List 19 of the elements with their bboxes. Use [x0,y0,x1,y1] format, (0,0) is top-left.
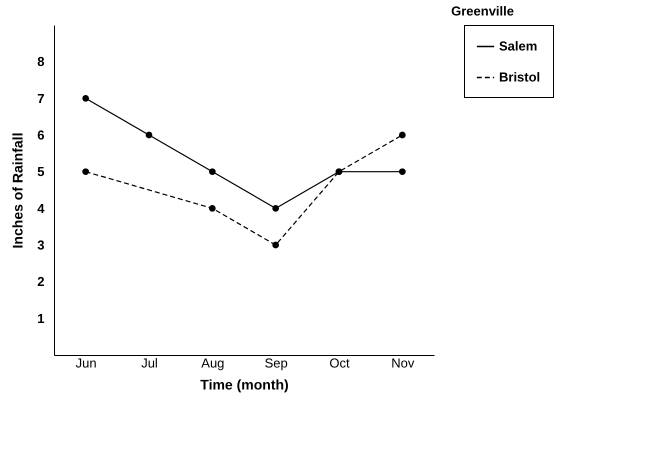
x-tick-label: Jun [76,356,97,370]
x-tick-label: Nov [391,356,415,370]
y-tick-label: 2 [37,274,44,290]
y-tick-label: 3 [37,238,44,252]
y-tick-label: 6 [37,128,44,142]
x-tick-label: Aug [201,356,224,370]
x-tick-label: Sep [264,356,288,370]
y-tick-label: 1 [37,310,44,326]
y-tick-label: 7 [37,90,44,106]
y-tick-label: 4 [37,200,46,216]
legend-label: Bristol [499,70,540,84]
x-axis-title: Time (month) [200,376,289,392]
text: Greenville [451,4,514,18]
y-axis-title: Inches of Rainfall [9,132,26,248]
y-tick-label: 8 [37,54,44,70]
x-tick-label: Jul [141,356,158,370]
x-tick-label: Oct [329,356,350,370]
y-tick-label: 5 [37,164,44,180]
legend-label: Salem [499,38,538,54]
